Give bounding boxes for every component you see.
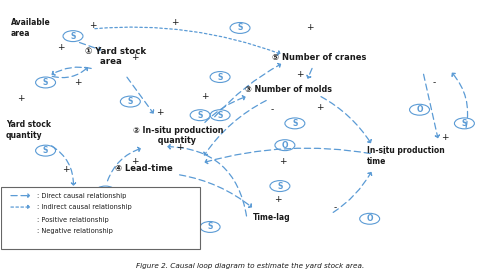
Text: +: +: [306, 24, 314, 32]
Text: S: S: [43, 146, 49, 155]
Text: ③ Number of molds: ③ Number of molds: [245, 85, 332, 94]
Text: S: S: [277, 182, 282, 191]
Text: S: S: [43, 78, 49, 87]
Text: S: S: [198, 111, 203, 120]
Text: Figure 2. Causal loop diagram to estimate the yard stock area.: Figure 2. Causal loop diagram to estimat…: [136, 263, 364, 269]
Text: +: +: [176, 143, 184, 152]
Text: S: S: [208, 222, 213, 232]
Text: : Direct causal relationship: : Direct causal relationship: [36, 193, 126, 199]
Text: -: -: [333, 203, 336, 212]
Text: In-situ production
time: In-situ production time: [367, 146, 445, 166]
Text: S: S: [12, 217, 16, 222]
Text: Available
area: Available area: [10, 18, 50, 38]
Text: +: +: [278, 157, 286, 166]
Text: +: +: [89, 21, 96, 30]
Text: S: S: [128, 97, 133, 106]
Text: S: S: [238, 24, 242, 32]
Text: +: +: [296, 70, 304, 79]
Text: +: +: [132, 53, 139, 62]
Text: S: S: [462, 119, 467, 128]
Text: -: -: [433, 78, 436, 87]
Text: +: +: [57, 42, 64, 52]
Text: : Positive relationship: : Positive relationship: [36, 217, 109, 222]
Text: ① Yard stock
     area: ① Yard stock area: [86, 47, 146, 66]
Text: +: +: [74, 78, 82, 87]
Text: S: S: [102, 187, 108, 196]
Text: +: +: [62, 165, 70, 174]
Text: S: S: [218, 111, 223, 120]
Text: S: S: [70, 32, 76, 41]
Text: S: S: [218, 73, 223, 82]
Text: +: +: [172, 18, 179, 27]
Text: : Indirect causal relationship: : Indirect causal relationship: [36, 204, 132, 210]
Text: S: S: [292, 119, 298, 128]
Text: O: O: [416, 105, 423, 114]
Text: +: +: [202, 92, 209, 101]
Text: +: +: [156, 108, 164, 117]
Text: : Negative relationship: : Negative relationship: [36, 228, 113, 234]
Text: Time-lag: Time-lag: [252, 213, 290, 222]
Text: +: +: [316, 102, 324, 112]
Text: ⑤ Number of cranes: ⑤ Number of cranes: [272, 53, 367, 62]
Text: O: O: [282, 141, 288, 150]
Text: +: +: [274, 195, 281, 204]
FancyBboxPatch shape: [0, 187, 200, 249]
Text: -: -: [271, 105, 274, 114]
Text: ② In-situ production
         quantity: ② In-situ production quantity: [133, 126, 224, 145]
Text: ④ Lead-time: ④ Lead-time: [116, 164, 173, 173]
Text: +: +: [132, 157, 139, 166]
Text: +: +: [440, 133, 448, 141]
Text: +: +: [17, 94, 24, 103]
Text: O: O: [12, 228, 17, 234]
Text: Yard stock
quantity: Yard stock quantity: [6, 121, 51, 140]
Text: -: -: [383, 149, 386, 158]
Text: O: O: [366, 214, 373, 223]
